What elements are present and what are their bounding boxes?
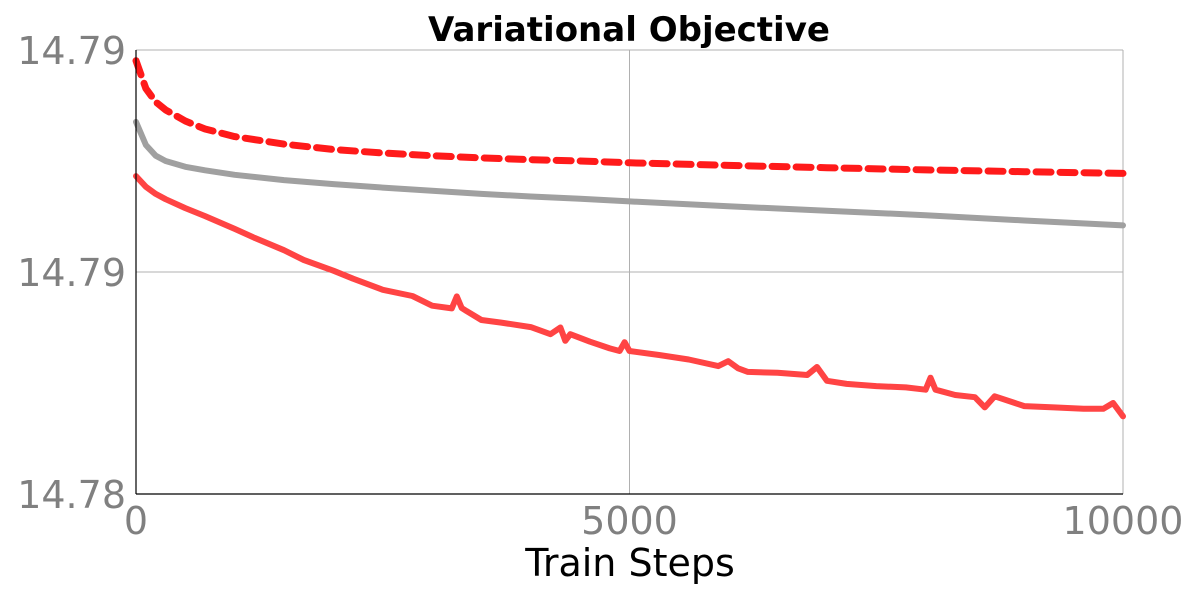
x-axis-label: Train Steps (524, 541, 735, 585)
x-tick-label: 0 (124, 499, 148, 543)
series-red-dashed-line (132, 57, 1127, 177)
series-layer (132, 57, 1127, 420)
tick-labels: 0 5000 10000 14.78 14.79 14.79 (17, 29, 1183, 543)
x-tick-label: 10000 (1063, 499, 1184, 543)
y-tick-label: 14.78 (17, 473, 126, 517)
axes (135, 50, 1123, 495)
grid (136, 49, 1124, 494)
series-red-solid-line (133, 173, 1126, 420)
y-tick-label: 14.79 (17, 29, 126, 73)
y-tick-label: 14.79 (17, 251, 126, 295)
x-tick-label: 5000 (581, 499, 678, 543)
series-gray-line (133, 118, 1126, 229)
chart-title: Variational Objective (428, 10, 830, 50)
